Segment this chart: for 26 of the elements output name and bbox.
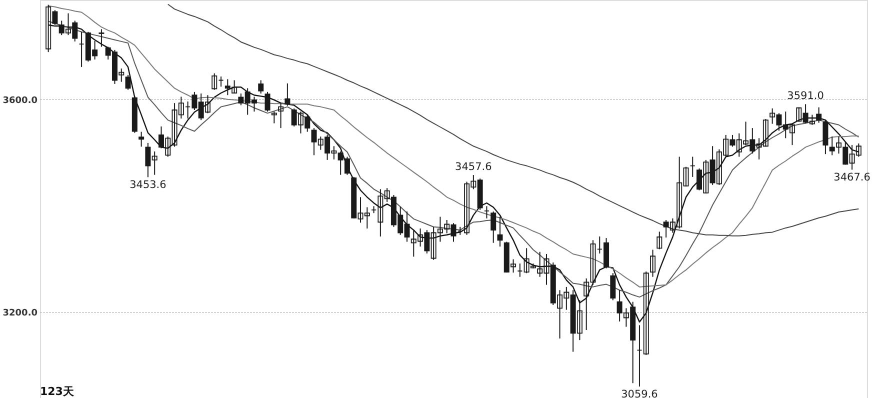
candlestick: [650, 249, 656, 278]
candlestick: [610, 272, 616, 301]
candlestick: [690, 156, 696, 178]
candlestick: [816, 106, 822, 124]
candlestick: [278, 102, 284, 129]
candlestick: [271, 111, 277, 124]
candlestick: [258, 80, 264, 94]
y-tick-label: 3200.0: [2, 308, 38, 318]
annotation: 3059.6: [621, 388, 658, 398]
candlestick: [822, 120, 828, 155]
candlestick: [125, 74, 131, 90]
annotation: 3457.6: [455, 161, 492, 174]
annotation: 123天: [40, 385, 75, 398]
candlestick: [284, 82, 290, 106]
candlestick: [98, 28, 104, 48]
candlestick: [484, 206, 490, 219]
candlestick: [264, 91, 270, 112]
candlestick: [656, 231, 662, 250]
candlestick: [497, 216, 503, 248]
candlestick: [517, 263, 523, 278]
annotation: 3467.6: [834, 172, 871, 184]
candlestick: [138, 131, 144, 148]
y-tick-label: 3600.0: [2, 96, 38, 106]
candlestick: [490, 210, 496, 244]
annotation: 3591.0: [787, 90, 824, 102]
annotation: 3453.6: [130, 179, 167, 192]
